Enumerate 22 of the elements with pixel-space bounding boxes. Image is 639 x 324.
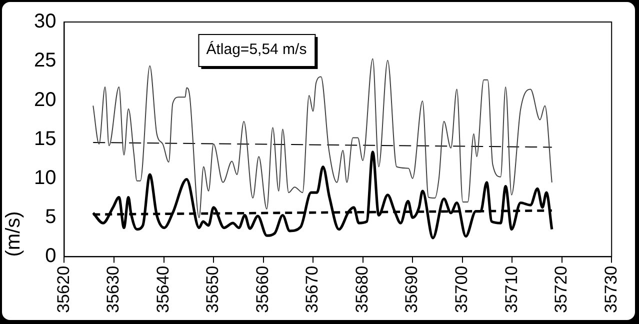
x-tick-label: 35650	[203, 266, 222, 314]
annotation: Átlag=5,54 m/s	[206, 40, 307, 58]
x-tick-label: 35660	[252, 266, 272, 314]
x-tick-label: 35710	[502, 266, 521, 314]
y-tick-label: 20	[34, 88, 56, 111]
x-tick-label: 35670	[302, 266, 322, 314]
y-axis-title: (m/s)	[2, 211, 25, 257]
x-tick-label: 35620	[54, 266, 73, 314]
y-tick-label: 15	[34, 128, 56, 150]
y-tick-label: 5	[45, 206, 56, 228]
x-tick-label: 35630	[104, 266, 123, 314]
x-tick-label: 35730	[601, 266, 620, 314]
x-tick-label: 35640	[153, 266, 172, 314]
x-tick-label: 35680	[352, 266, 372, 314]
y-tick-label: 10	[34, 167, 56, 189]
y-tick-label: 0	[45, 245, 56, 268]
y-tick-label: 25	[34, 50, 56, 72]
x-tick-label: 35690	[402, 266, 422, 314]
x-tick-label: 35700	[452, 266, 472, 314]
x-tick-label: 35720	[552, 266, 571, 314]
line-series	[92, 58, 552, 218]
y-tick-label: 30	[34, 10, 56, 33]
